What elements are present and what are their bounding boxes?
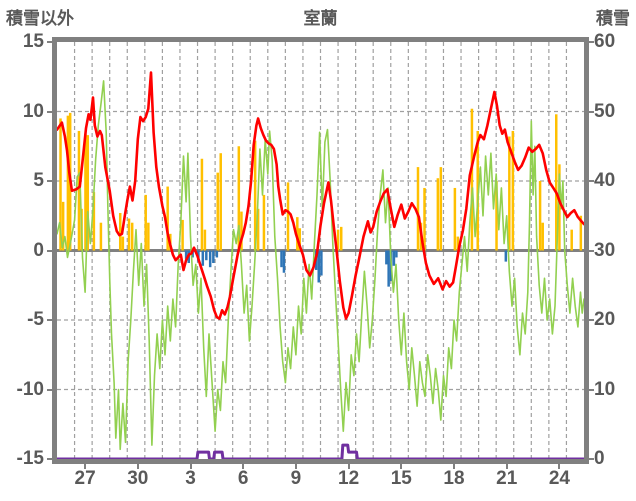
y-left-tick-label: -15 [16, 448, 44, 469]
y-right-tick-label: 20 [594, 309, 616, 330]
y-left-tick-mark [47, 458, 52, 460]
y-left-tick-label: -10 [16, 378, 44, 400]
x-tick-label: 18 [443, 468, 465, 489]
chart-plot-area [57, 42, 584, 459]
y-right-tick-label: 60 [594, 31, 616, 52]
y-left-tick-mark [47, 249, 52, 252]
x-tick-mark [242, 464, 245, 469]
x-tick-mark [453, 464, 455, 469]
y-left-tick-mark [47, 110, 52, 113]
y-right-tick-label: 40 [594, 170, 616, 191]
y-right-tick-mark [589, 110, 594, 113]
y-left-tick-label: 5 [33, 170, 44, 191]
x-tick-label: 30 [127, 468, 149, 489]
y-right-tick-mark [589, 319, 594, 321]
x-tick-mark [189, 464, 192, 469]
y-right-tick-label: 50 [594, 100, 616, 122]
y-right-tick-mark [589, 388, 594, 391]
y-left-tick-mark [47, 41, 52, 43]
x-tick-label: 27 [74, 468, 96, 489]
x-tick-mark [136, 464, 139, 469]
y-right-tick-mark [589, 458, 594, 460]
y-right-tick-mark [589, 180, 594, 182]
x-tick-mark [400, 464, 403, 469]
y-right-tick-label: 30 [594, 239, 616, 261]
right-axis-label: 積雪 [596, 9, 630, 28]
y-left-tick-mark [47, 180, 52, 182]
y-left-tick-label: -5 [27, 309, 44, 330]
plot-frame [52, 37, 589, 464]
x-tick-mark [505, 464, 508, 469]
x-tick-mark [558, 464, 561, 469]
x-tick-label: 24 [548, 468, 570, 489]
y-left-tick-label: 0 [33, 239, 44, 261]
x-tick-label: 15 [390, 468, 412, 489]
y-right-tick-mark [589, 249, 594, 252]
x-tick-label: 21 [496, 468, 518, 489]
x-tick-label: 12 [338, 468, 360, 489]
y-right-tick-label: 0 [594, 448, 605, 469]
x-tick-label: 3 [185, 468, 196, 489]
chart-title: 室蘭 [303, 9, 338, 28]
y-left-tick-mark [47, 388, 52, 391]
y-left-tick-label: 10 [22, 100, 44, 122]
y-left-tick-label: 15 [22, 31, 44, 52]
x-tick-label: 6 [237, 468, 249, 489]
y-right-tick-mark [589, 41, 594, 43]
y-left-tick-mark [47, 319, 52, 321]
x-tick-mark [347, 464, 350, 469]
x-tick-label: 9 [290, 468, 302, 489]
y-right-tick-label: 10 [594, 378, 616, 400]
x-tick-mark [294, 464, 297, 469]
left-axis-label: 積雪以外 [6, 9, 74, 28]
x-tick-mark [84, 464, 87, 469]
